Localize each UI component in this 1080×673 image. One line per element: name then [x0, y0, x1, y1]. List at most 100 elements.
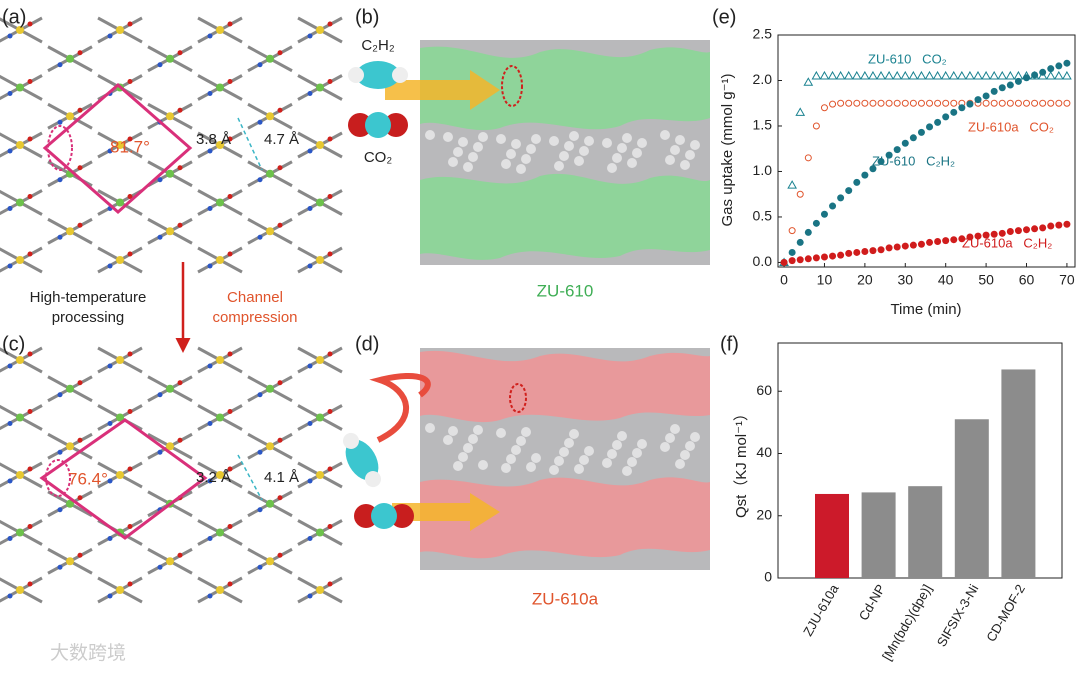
- angle-mark: [45, 459, 71, 497]
- window: [509, 383, 527, 413]
- rhombus: [42, 83, 193, 215]
- marker: [974, 96, 982, 104]
- marker: [989, 70, 1000, 80]
- atom: [107, 33, 113, 39]
- marker: [917, 128, 925, 136]
- atom: [77, 495, 83, 501]
- node: [66, 112, 74, 121]
- atom: [257, 392, 263, 398]
- series-label: ZU-610 CO₂: [868, 51, 947, 66]
- atom: [207, 206, 213, 211]
- node: [216, 471, 224, 479]
- atom: [327, 466, 333, 472]
- marker: [827, 70, 838, 80]
- marker: [948, 70, 959, 80]
- atom-sphere: [501, 463, 511, 473]
- marker: [934, 118, 942, 126]
- atom: [27, 409, 33, 414]
- atom: [157, 564, 163, 570]
- marker: [998, 229, 1006, 237]
- atom: [307, 593, 313, 599]
- atom-sphere: [660, 130, 670, 140]
- atom: [257, 507, 263, 513]
- atom-sphere: [549, 136, 559, 146]
- marker: [869, 99, 877, 107]
- atom: [127, 524, 133, 529]
- atom-sphere: [670, 424, 680, 434]
- marker: [1045, 70, 1056, 80]
- atom: [27, 79, 33, 84]
- node: [116, 256, 124, 264]
- atom-sphere: [660, 442, 670, 452]
- arrow: [392, 493, 500, 531]
- panel-label: (d): [355, 333, 379, 355]
- marker: [869, 247, 877, 255]
- marker: [853, 99, 861, 107]
- y-axis-label: Gas uptake (mmol g⁻¹): [719, 74, 736, 227]
- plot-frame: [777, 34, 1076, 268]
- atom-sphere: [554, 161, 564, 171]
- node: [316, 356, 324, 364]
- angle-label: 76.4°: [68, 469, 108, 488]
- atom: [77, 552, 83, 558]
- atom-sphere: [468, 434, 478, 444]
- marker: [934, 238, 942, 246]
- marker: [926, 123, 934, 131]
- marker: [966, 100, 974, 108]
- node: [266, 384, 274, 393]
- marker: [1006, 228, 1014, 236]
- atom: [257, 62, 263, 68]
- marker: [900, 70, 911, 80]
- atom-sphere: [531, 453, 541, 463]
- node: [66, 557, 74, 566]
- atom-sphere: [690, 140, 700, 150]
- marker: [1023, 226, 1031, 234]
- atom: [127, 21, 133, 27]
- atom: [177, 552, 183, 558]
- atom: [107, 421, 113, 426]
- atom: [127, 79, 133, 84]
- atom: [77, 165, 83, 171]
- atom-sphere: [617, 431, 627, 441]
- atom-sphere: [478, 132, 488, 142]
- x-tick-label: [Mn(bdc)(dpe)]: [879, 582, 935, 663]
- atom: [177, 380, 183, 386]
- atom-sphere: [612, 153, 622, 163]
- framework: [0, 16, 343, 274]
- atom-sphere: [622, 133, 632, 143]
- x-tick-label: ZJU-610a: [800, 581, 842, 639]
- atom-sphere: [584, 446, 594, 456]
- atom-sphere: [685, 441, 695, 451]
- atom-sphere: [453, 147, 463, 157]
- atom-sphere: [521, 427, 531, 437]
- node: [66, 442, 74, 451]
- process-label: processing: [52, 309, 125, 326]
- atom-sphere: [607, 449, 617, 459]
- marker: [966, 233, 974, 241]
- marker: [1014, 77, 1022, 85]
- atom-sphere: [506, 149, 516, 159]
- bar: [1001, 369, 1036, 578]
- process-label: compression: [212, 309, 297, 326]
- marker: [956, 70, 967, 80]
- atom: [277, 437, 283, 443]
- marker: [837, 251, 845, 259]
- atom: [7, 91, 13, 96]
- x-tick-label: 70: [1059, 272, 1075, 288]
- series-label: ZU-610 C₂H₂: [872, 153, 955, 168]
- node: [266, 169, 274, 178]
- marker: [958, 104, 966, 112]
- marker: [934, 99, 942, 107]
- marker: [876, 70, 886, 80]
- marker: [884, 70, 894, 80]
- marker: [788, 227, 796, 235]
- atom-sphere: [675, 459, 685, 469]
- node: [166, 442, 174, 451]
- marker: [845, 187, 853, 195]
- marker: [982, 99, 990, 107]
- atom-sphere: [516, 164, 526, 174]
- atom-sphere: [521, 154, 531, 164]
- gas-label: CO₂: [364, 149, 393, 166]
- node: [116, 26, 124, 34]
- atom-sphere: [473, 425, 483, 435]
